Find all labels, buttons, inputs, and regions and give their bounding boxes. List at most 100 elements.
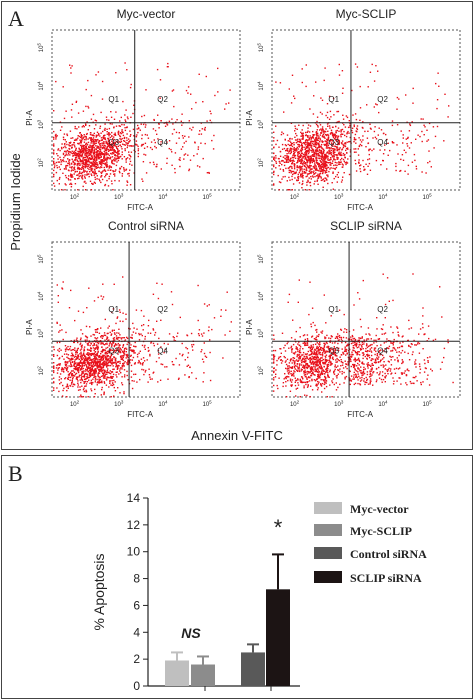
flow-dot: [91, 369, 93, 372]
flow-dot: [296, 165, 298, 167]
flow-dot: [326, 167, 328, 169]
flow-dot: [65, 160, 67, 163]
flow-dot: [396, 108, 398, 110]
flow-dot: [291, 145, 294, 148]
flow-dot: [415, 366, 417, 368]
flow-dot: [85, 336, 88, 338]
flow-dot: [326, 179, 328, 181]
flow-dot: [315, 81, 317, 83]
flow-dot: [104, 355, 106, 357]
flow-dot: [126, 355, 128, 357]
flow-dot: [81, 361, 83, 364]
flow-dot: [120, 165, 123, 168]
flow-dot: [105, 163, 107, 165]
flow-dot: [126, 133, 128, 135]
flow-dot: [131, 349, 133, 351]
flow-dot: [92, 366, 94, 368]
flow-dot: [68, 142, 71, 144]
flow-dot: [341, 370, 343, 373]
flow-dot: [400, 158, 402, 161]
flow-dot: [101, 144, 103, 146]
flow-dot: [336, 162, 338, 164]
flow-dot: [90, 157, 92, 160]
flow-dot: [361, 376, 363, 379]
flow-dot: [107, 148, 109, 151]
flow-dot: [336, 375, 338, 377]
flow-dot: [54, 165, 56, 167]
flow-dot: [69, 142, 71, 144]
flow-dot: [85, 368, 87, 370]
flow-dot: [116, 317, 118, 319]
flow-dot: [115, 349, 118, 351]
flow-dot: [322, 148, 324, 150]
flow-dot: [127, 341, 129, 344]
flow-dot: [86, 171, 88, 173]
flow-dot: [118, 336, 120, 339]
flow-dot: [95, 369, 97, 372]
flow-dot: [94, 165, 96, 167]
flow-dot: [88, 376, 91, 379]
flow-dot: [326, 116, 329, 119]
flow-dot: [112, 365, 114, 367]
flow-dot: [311, 147, 313, 149]
flow-dot: [106, 376, 108, 379]
flow-dot: [403, 149, 405, 151]
flow-dot: [370, 350, 372, 352]
flow-dot: [110, 362, 113, 365]
flow-dot: [143, 114, 146, 117]
flow-dot: [68, 360, 71, 362]
flow-dot: [344, 145, 347, 148]
flow-dot: [121, 137, 123, 140]
flow-dot: [191, 108, 193, 110]
flow-dot: [391, 142, 394, 144]
flow-dot: [111, 358, 114, 360]
flow-dot: [345, 161, 348, 163]
flow-dot: [106, 336, 108, 338]
flow-dot: [335, 154, 337, 156]
flow-dot: [80, 140, 82, 143]
flow-dot: [363, 378, 365, 380]
flow-dot: [74, 319, 76, 322]
flow-dot: [124, 347, 126, 350]
x-tick-base: 10: [290, 195, 297, 201]
flow-dot: [99, 127, 101, 129]
flow-dot: [357, 367, 359, 369]
flow-dot: [93, 344, 95, 346]
flow-dot: [104, 159, 106, 161]
flow-dot: [108, 178, 110, 180]
flow-dot: [85, 143, 87, 146]
flow-dot: [334, 351, 336, 354]
flow-dot: [313, 173, 315, 175]
flow-dot: [328, 170, 330, 173]
flow-dot: [333, 149, 335, 151]
flow-dot: [283, 161, 286, 163]
flow-dot: [90, 155, 93, 157]
flow-dot: [95, 359, 97, 361]
flow-dot: [184, 153, 187, 155]
flow-dot: [77, 157, 79, 159]
flow-dot: [109, 372, 112, 375]
flow-dot: [316, 350, 318, 352]
flow-dot: [92, 142, 94, 144]
x-tick-base: 10: [70, 402, 77, 408]
flow-dot: [89, 373, 91, 375]
quadrant-label-q2: Q2: [157, 95, 168, 104]
flow-dot: [284, 344, 286, 347]
flow-dot: [200, 333, 203, 335]
flow-dot: [76, 153, 78, 156]
flow-dot: [356, 352, 358, 355]
flow-dot: [100, 161, 103, 163]
flow-dot: [94, 357, 96, 360]
flow-dot: [317, 146, 319, 149]
flow-dot: [316, 362, 318, 364]
flow-dot: [355, 163, 357, 165]
flow-dot: [85, 137, 87, 139]
flow-dot: [324, 140, 326, 142]
flow-dot: [98, 142, 100, 144]
flow-dot: [413, 153, 416, 156]
flow-dot: [114, 145, 116, 147]
flow-dot: [86, 381, 89, 383]
flow-dot: [76, 167, 79, 170]
x-tick-exponent: 2: [77, 193, 80, 198]
flow-dot: [81, 126, 83, 128]
